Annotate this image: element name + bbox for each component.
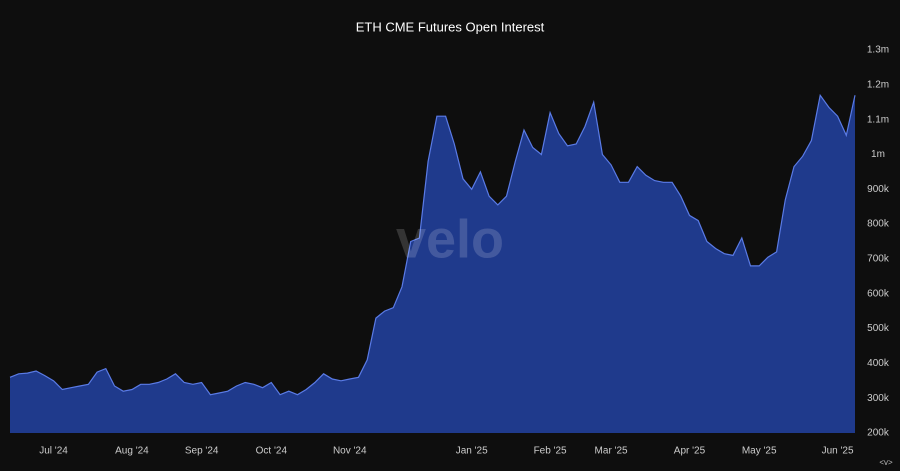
y-tick-label: 1.3m xyxy=(867,45,889,56)
area-line xyxy=(9,93,856,396)
watermark: velo xyxy=(396,209,504,269)
x-tick-label: Jul '24 xyxy=(39,446,68,457)
y-tick-label: 1.2m xyxy=(867,79,889,90)
area xyxy=(10,95,855,434)
y-tick-label: 800k xyxy=(867,219,890,230)
corner-label: <v> xyxy=(879,458,893,467)
y-tick-label: 300k xyxy=(867,393,890,404)
x-tick-label: Mar '25 xyxy=(595,446,628,457)
x-tick-label: Apr '25 xyxy=(674,446,706,457)
x-tick-label: Feb '25 xyxy=(534,446,567,457)
y-tick-label: 200k xyxy=(867,428,890,439)
x-tick-label: Sep '24 xyxy=(185,446,219,457)
y-tick-label: 600k xyxy=(867,288,890,299)
y-tick-label: 700k xyxy=(867,254,890,265)
x-tick-label: Oct '24 xyxy=(256,446,288,457)
y-tick-label: 500k xyxy=(867,323,890,334)
y-tick-label: 400k xyxy=(867,358,890,369)
x-tick-label: Nov '24 xyxy=(333,446,367,457)
x-tick-label: May '25 xyxy=(742,446,777,457)
x-tick-label: Jun '25 xyxy=(822,446,854,457)
x-tick-label: Jan '25 xyxy=(456,446,488,457)
chart-title: ETH CME Futures Open Interest xyxy=(356,19,545,34)
y-tick-label: 1m xyxy=(871,149,885,160)
y-tick-label: 1.1m xyxy=(867,114,889,125)
plot-area xyxy=(9,93,856,434)
y-tick-label: 900k xyxy=(867,184,890,195)
x-tick-label: Aug '24 xyxy=(115,446,149,457)
